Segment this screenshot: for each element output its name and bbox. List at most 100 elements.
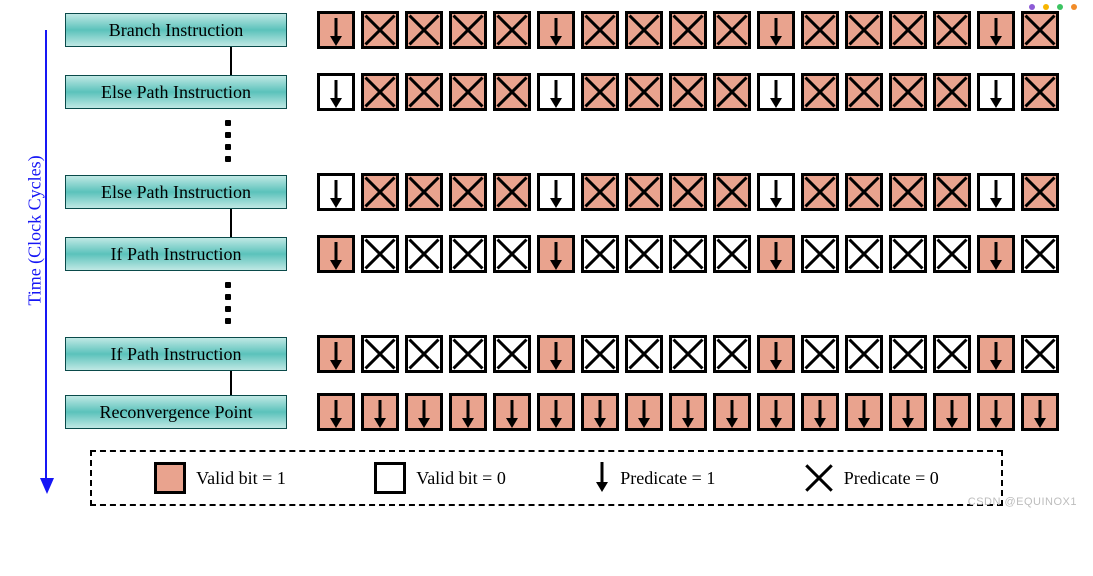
thread-cell <box>581 173 619 211</box>
thread-cell <box>537 235 575 273</box>
thread-cell <box>889 235 927 273</box>
thread-cell <box>933 73 971 111</box>
thread-cell <box>449 235 487 273</box>
axis-arrowhead <box>40 478 54 494</box>
thread-cell <box>801 393 839 431</box>
thread-cell <box>317 11 355 49</box>
axis-line <box>45 30 47 480</box>
legend-label: Valid bit = 1 <box>196 468 286 489</box>
thread-cell <box>449 73 487 111</box>
thread-cell <box>713 11 751 49</box>
thread-cell <box>713 73 751 111</box>
thread-cell <box>361 73 399 111</box>
thread-cell <box>449 393 487 431</box>
thread-cell <box>977 335 1015 373</box>
thread-cell <box>317 73 355 111</box>
thread-cell <box>405 235 443 273</box>
thread-cell <box>317 335 355 373</box>
legend-swatch-valid1 <box>154 462 186 494</box>
thread-cell <box>845 393 883 431</box>
thread-cell <box>757 73 795 111</box>
thread-cell <box>757 235 795 273</box>
thread-cell <box>449 11 487 49</box>
thread-cell <box>405 73 443 111</box>
row-label: If Path Instruction <box>65 237 287 271</box>
thread-cell <box>537 173 575 211</box>
thread-cell <box>361 335 399 373</box>
thread-cell <box>625 235 663 273</box>
thread-cell <box>669 335 707 373</box>
legend-pred-0: Predicate = 0 <box>804 463 939 493</box>
row-label: If Path Instruction <box>65 337 287 371</box>
thread-cell <box>317 393 355 431</box>
thread-cell <box>1021 335 1059 373</box>
thread-cell <box>845 335 883 373</box>
thread-cell <box>581 73 619 111</box>
thread-cell <box>581 393 619 431</box>
thread-cell <box>977 11 1015 49</box>
thread-cell <box>757 335 795 373</box>
thread-cell <box>361 173 399 211</box>
legend-valid-0: Valid bit = 0 <box>374 462 506 494</box>
instruction-row: Reconvergence Point <box>65 392 1083 432</box>
thread-cell <box>757 393 795 431</box>
connector-line <box>230 47 232 75</box>
legend-pred-1: Predicate = 1 <box>594 462 715 494</box>
legend-x-icon <box>804 463 834 493</box>
thread-cell <box>449 173 487 211</box>
thread-cell <box>493 73 531 111</box>
legend-valid-1: Valid bit = 1 <box>154 462 286 494</box>
thread-cell <box>581 335 619 373</box>
cell-strip <box>317 235 1059 273</box>
thread-cell <box>405 335 443 373</box>
thread-cell <box>977 235 1015 273</box>
thread-cell <box>933 11 971 49</box>
thread-cell <box>537 335 575 373</box>
thread-cell <box>317 235 355 273</box>
thread-cell <box>977 393 1015 431</box>
thread-cell <box>1021 393 1059 431</box>
thread-cell <box>493 335 531 373</box>
thread-cell <box>713 173 751 211</box>
thread-cell <box>933 235 971 273</box>
rows-region: Branch Instruction Else Path Instruction E… <box>65 10 1083 432</box>
thread-cell <box>845 173 883 211</box>
thread-cell <box>405 173 443 211</box>
watermark: CSDN @EQUINOX1 <box>968 496 1077 508</box>
cell-strip <box>317 173 1059 211</box>
instruction-row: Else Path Instruction <box>65 72 1083 112</box>
thread-cell <box>405 393 443 431</box>
thread-cell <box>581 235 619 273</box>
thread-cell <box>713 235 751 273</box>
legend: Valid bit = 1 Valid bit = 0 Predicate = … <box>90 450 1003 506</box>
thread-cell <box>801 173 839 211</box>
legend-label: Predicate = 1 <box>620 468 715 489</box>
connector-line <box>230 371 232 395</box>
thread-cell <box>977 173 1015 211</box>
row-label: Else Path Instruction <box>65 175 287 209</box>
thread-cell <box>317 173 355 211</box>
thread-cell <box>669 235 707 273</box>
thread-cell <box>669 393 707 431</box>
thread-cell <box>1021 235 1059 273</box>
thread-cell <box>713 393 751 431</box>
cell-strip <box>317 73 1059 111</box>
thread-cell <box>493 235 531 273</box>
thread-cell <box>537 73 575 111</box>
legend-label: Valid bit = 0 <box>416 468 506 489</box>
thread-cell <box>889 335 927 373</box>
row-label: Reconvergence Point <box>65 395 287 429</box>
legend-label: Predicate = 0 <box>844 468 939 489</box>
thread-cell <box>889 73 927 111</box>
instruction-row: Branch Instruction <box>65 10 1083 50</box>
thread-cell <box>537 11 575 49</box>
connector-line <box>230 209 232 237</box>
thread-cell <box>625 335 663 373</box>
instruction-row: Else Path Instruction <box>65 172 1083 212</box>
thread-cell <box>361 393 399 431</box>
connector-dots <box>225 282 231 324</box>
thread-cell <box>581 11 619 49</box>
cell-strip <box>317 393 1059 431</box>
time-axis: Time (Clock Cycles) <box>10 10 60 490</box>
instruction-row: If Path Instruction <box>65 334 1083 374</box>
